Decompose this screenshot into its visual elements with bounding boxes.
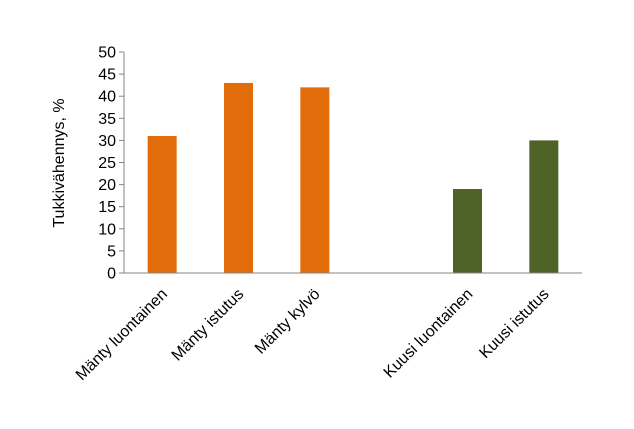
y-tick-label: 30 (98, 133, 116, 150)
bar (147, 135, 177, 273)
x-category-label: Mänty istutus (169, 286, 248, 365)
y-tick-label: 10 (98, 221, 116, 238)
y-tick-label: 15 (98, 199, 116, 216)
x-category-label: Mänty kylvö (252, 286, 324, 358)
bar (529, 140, 559, 273)
y-tick-label: 25 (98, 155, 116, 172)
y-tick-label: 50 (98, 45, 116, 62)
y-tick-label: 5 (107, 243, 116, 260)
y-axis-title: Tukkivähennys, % (51, 98, 68, 227)
bars (147, 82, 559, 273)
y-axis-ticks: 0 5 10 15 20 25 30 35 40 45 50 (98, 45, 124, 283)
y-tick-label: 35 (98, 111, 116, 128)
x-category-label: Kuusi luontainen (381, 286, 477, 382)
bar (453, 189, 482, 273)
y-tick-label: 45 (98, 67, 116, 84)
bar (300, 87, 330, 273)
y-tick-label: 20 (98, 177, 116, 194)
y-tick-label: 0 (107, 266, 116, 283)
bar (224, 82, 253, 273)
x-category-label: Mänty luontainen (73, 286, 171, 384)
y-tick-label: 40 (98, 89, 116, 106)
x-category-label: Kuusi istutus (476, 286, 552, 362)
